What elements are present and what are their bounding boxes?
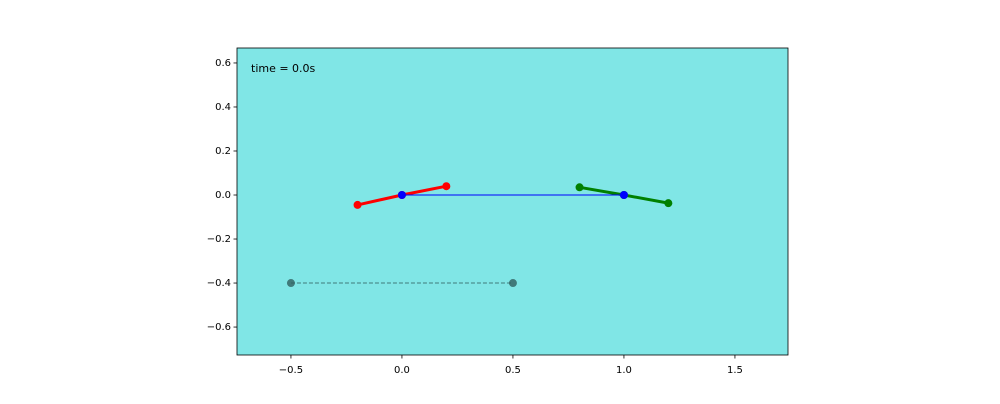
x-tick-label: 0.0 [394, 365, 410, 376]
series-marker [286, 279, 295, 288]
y-tick-label: −0.2 [207, 234, 231, 245]
y-tick-label: 0.4 [215, 102, 231, 113]
series-marker [508, 279, 517, 288]
plot-area [286, 182, 673, 288]
y-tick-label: 0.6 [215, 58, 231, 69]
series-marker [442, 182, 451, 191]
series-marker [353, 200, 362, 209]
y-tick-label: 0.2 [215, 146, 231, 157]
x-tick-label: −0.5 [279, 365, 303, 376]
series-marker [664, 199, 673, 208]
series-marker [397, 191, 406, 200]
axes-frame [236, 47, 789, 356]
x-tick-label: 1.0 [616, 365, 632, 376]
axes-background [237, 48, 788, 355]
y-tick-label: −0.6 [207, 322, 231, 333]
series-marker [619, 191, 628, 200]
y-tick-label: −0.4 [207, 278, 231, 289]
series-marker [575, 183, 584, 192]
y-tick-label: 0.0 [215, 190, 231, 201]
x-tick-label: 1.5 [727, 365, 743, 376]
time-annotation: time = 0.0s [251, 62, 316, 75]
x-tick-label: 0.5 [505, 365, 521, 376]
